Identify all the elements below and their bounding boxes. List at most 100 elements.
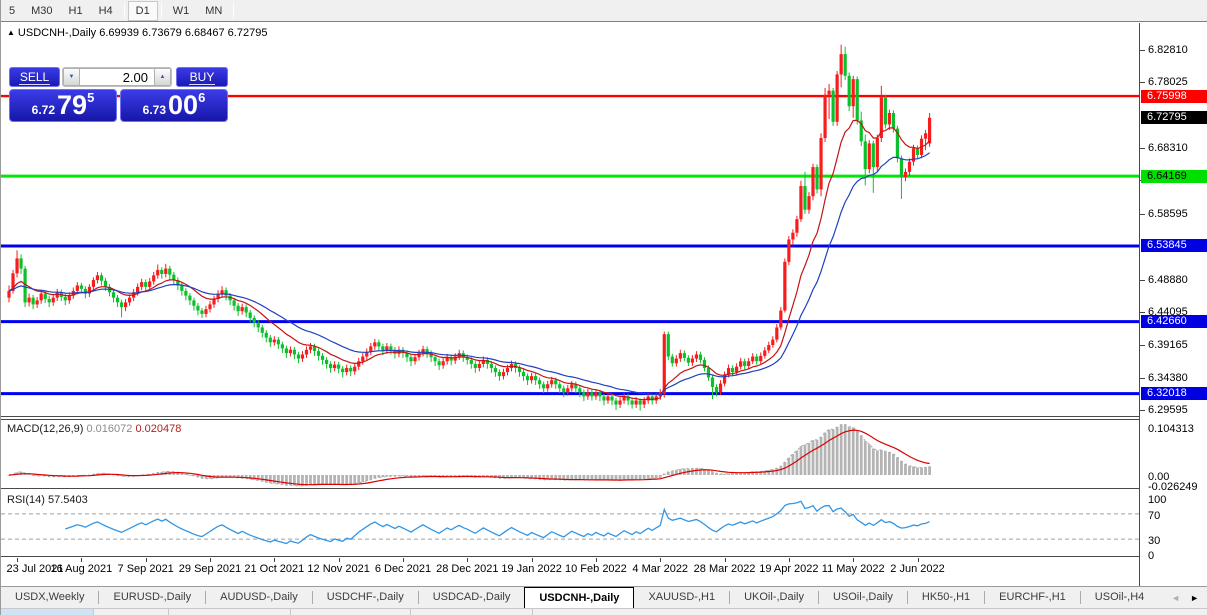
macd-bar — [751, 471, 755, 475]
candle-body — [859, 120, 863, 142]
macd-bar — [711, 471, 714, 475]
macd-bar — [180, 473, 184, 475]
timeframe-button-mn[interactable]: MN — [205, 4, 223, 17]
volume-spinner: ▼ 2.00 ▲ — [62, 67, 172, 87]
sell-price-panel[interactable]: 6.72 79 5 — [9, 89, 117, 122]
buy-button[interactable]: BUY — [176, 67, 228, 87]
collapse-icon[interactable]: ▲ — [7, 28, 15, 37]
tab-usdchf-daily[interactable]: USDCHF-,Daily — [326, 591, 404, 603]
tab-usdx-weekly[interactable]: USDX,Weekly — [15, 591, 85, 603]
price-axis-tick: 6.78025 — [1148, 76, 1188, 89]
macd-signal-line — [8, 429, 930, 486]
macd-bar — [381, 475, 385, 478]
macd-bar — [405, 475, 409, 477]
candle-body — [771, 339, 775, 346]
candle-body — [819, 138, 823, 190]
macd-bar — [188, 474, 192, 476]
date-axis-tickmark — [660, 558, 662, 562]
macd-bar — [252, 475, 256, 480]
sell-button[interactable]: SELL — [9, 67, 60, 87]
date-axis-tick: 29 Sep 2021 — [178, 563, 242, 575]
timeframe-button-m30[interactable]: M30 — [31, 4, 53, 17]
tab-usoil-h4[interactable]: USOil-,H4 — [1094, 591, 1145, 603]
candle-body — [51, 297, 55, 303]
candle-body — [369, 346, 373, 352]
candle-body — [200, 310, 204, 314]
macd-bar — [244, 475, 248, 479]
candle-body — [847, 75, 851, 107]
macd-bar — [453, 475, 457, 477]
timeframe-button-h4[interactable]: H4 — [98, 4, 113, 17]
macd-bar — [216, 475, 220, 478]
macd-bar — [305, 475, 308, 486]
tab-hk50-h1[interactable]: HK50-,H1 — [921, 591, 971, 603]
macd-bar — [349, 475, 353, 485]
tab-usdcad-daily[interactable]: USDCAD-,Daily — [432, 591, 511, 603]
macd-bar — [506, 475, 509, 479]
macd-bar — [723, 473, 726, 475]
candle-body — [308, 346, 313, 350]
candle-body — [823, 94, 827, 139]
date-axis[interactable]: 23 Jul 2021 16 Aug 2021 7 Sep 2021 29 Sep 2… — [1, 558, 1139, 586]
macd-main-value: 0.016072 — [86, 423, 133, 435]
date-axis-tick: 16 Aug 2021 — [50, 563, 113, 575]
volume-increase-button[interactable]: ▲ — [154, 68, 171, 86]
timeframe-button-h1[interactable]: H1 — [68, 4, 83, 17]
tab-eurchf-h1[interactable]: EURCHF-,H1 — [999, 591, 1066, 603]
tab-ukoil-daily[interactable]: UKOil-,Daily — [744, 591, 804, 603]
tab-audusd-daily[interactable]: AUDUSD-,Daily — [220, 591, 298, 603]
rsi-indicator-panel[interactable]: RSI(14) 57.5403 — [1, 491, 1139, 557]
volume-input[interactable]: 2.00 — [80, 68, 154, 86]
candle-body — [887, 112, 891, 125]
sell-price-small: 6.72 — [31, 103, 56, 117]
candle-body — [184, 290, 188, 296]
date-axis-tick: 28 Dec 2021 — [436, 563, 499, 575]
macd-bar — [120, 475, 123, 477]
tab-xauusd-h1[interactable]: XAUUSD-,H1 — [648, 591, 716, 603]
macd-indicator-panel[interactable]: MACD(12,26,9) 0.016072 0.020478 — [1, 419, 1139, 489]
candle-body — [578, 388, 582, 393]
price-chart-panel[interactable]: ▲ USDCNH-,Daily 6.69939 6.73679 6.68467 6… — [1, 23, 1139, 417]
date-axis-tick: 6 Dec 2021 — [374, 563, 432, 575]
candle-body — [316, 351, 321, 356]
candle-body — [417, 353, 421, 358]
macd-bar — [795, 450, 799, 475]
tab-scroll-left-icon[interactable]: ◄ — [1171, 592, 1181, 603]
macd-bar — [389, 475, 393, 477]
price-axis-tickmark — [1140, 409, 1145, 411]
macd-bar — [823, 432, 827, 475]
candle-body — [196, 305, 200, 311]
candle-body — [879, 97, 883, 139]
candle-body — [288, 349, 292, 354]
macd-bar — [337, 475, 341, 485]
timeframe-toolbar: 5 M30 H1 H4 D1 W1 MN — [1, 0, 1207, 22]
price-axis[interactable]: 6.828106.780256.683106.635256.585956.488… — [1139, 23, 1207, 586]
macd-bar — [638, 475, 642, 480]
volume-decrease-button[interactable]: ▼ — [63, 68, 80, 86]
tab-separator — [984, 591, 986, 604]
macd-bar — [892, 453, 895, 475]
macd-bar — [839, 424, 843, 475]
macd-bar — [284, 475, 288, 486]
candle-body — [27, 297, 31, 303]
macd-bar — [341, 475, 345, 485]
timeframe-button-d1[interactable]: D1 — [127, 0, 158, 21]
tab-usdcnh-daily[interactable]: USDCNH-,Daily — [524, 587, 635, 608]
tab-scroll-right-icon[interactable]: ► — [1190, 592, 1199, 603]
candle-body — [244, 307, 248, 313]
candle-body — [204, 309, 208, 314]
macd-bar — [264, 475, 268, 483]
candle-body — [63, 296, 67, 301]
candle-body — [851, 79, 855, 107]
candle-body — [256, 322, 260, 328]
macd-bar — [863, 440, 867, 475]
tab-eurusd-daily[interactable]: EURUSD-,Daily — [113, 591, 192, 603]
timeframe-button-w1[interactable]: W1 — [172, 4, 190, 17]
timeframe-button-5[interactable]: 5 — [9, 4, 16, 17]
macd-bar — [896, 457, 899, 475]
macd-bar — [851, 427, 855, 475]
candle-body — [79, 285, 83, 289]
candle-body — [570, 384, 574, 389]
tab-usoil-daily[interactable]: USOil-,Daily — [832, 591, 893, 603]
buy-price-panel[interactable]: 6.73 00 6 — [120, 89, 228, 122]
